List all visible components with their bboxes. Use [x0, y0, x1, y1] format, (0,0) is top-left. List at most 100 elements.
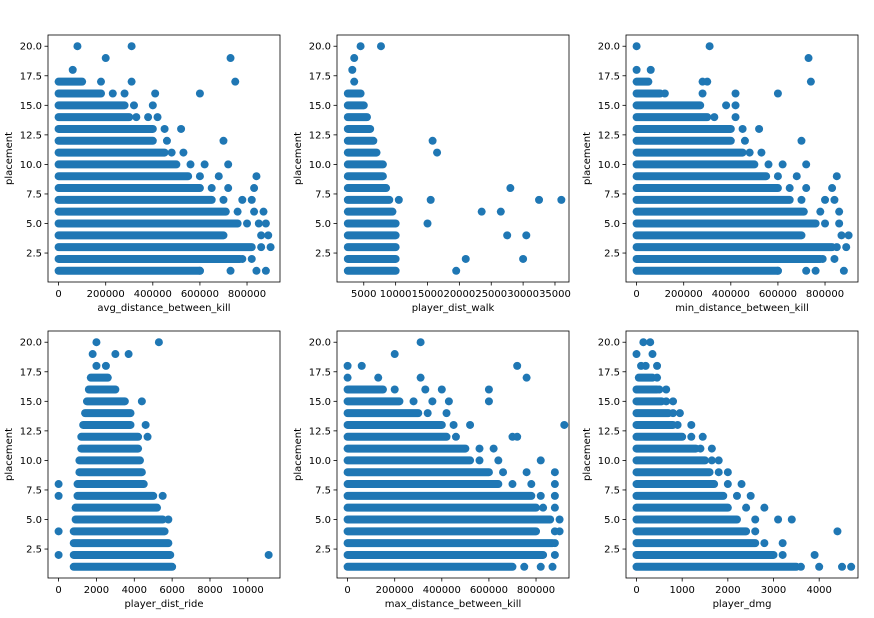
data-point: [648, 350, 657, 359]
data-point: [127, 42, 136, 51]
data-point: [513, 361, 522, 370]
data-point: [452, 266, 461, 275]
data-point: [226, 54, 235, 63]
data-point: [127, 77, 136, 86]
x-axis-label: max_distance_between_kill: [385, 599, 522, 610]
point-band: [632, 219, 820, 228]
data-point: [254, 219, 263, 228]
point-band: [81, 409, 135, 418]
data-point: [662, 385, 671, 394]
data-points: [632, 42, 853, 275]
point-band: [632, 444, 700, 453]
data-point: [536, 456, 545, 465]
data-point: [778, 160, 787, 169]
data-point: [259, 207, 268, 216]
point-band: [632, 113, 712, 122]
data-point: [261, 219, 270, 228]
data-point: [723, 480, 732, 489]
data-point: [350, 77, 359, 86]
data-point: [687, 420, 696, 429]
data-point: [751, 515, 760, 524]
data-point: [141, 420, 150, 429]
scatter-subplot-4: 0 2000 4000 6000 8000 10000 2.5 5.0 7.5 10.0 12.5 1…: [4, 330, 281, 610]
data-point: [426, 195, 435, 204]
data-point: [421, 385, 430, 394]
data-point: [264, 231, 273, 240]
x-tick-label: 800000: [517, 585, 555, 596]
point-band: [69, 539, 173, 548]
data-point: [68, 65, 77, 74]
data-point: [167, 148, 176, 157]
point-band: [343, 172, 387, 181]
x-tick-label: 35000: [539, 289, 571, 300]
x-tick-label: 800000: [228, 289, 266, 300]
y-tick-label: 10.0: [598, 160, 620, 171]
point-band: [75, 456, 144, 465]
data-point: [357, 361, 366, 370]
data-point: [252, 266, 261, 275]
x-tick-label: 3000: [761, 585, 786, 596]
data-point: [755, 124, 764, 133]
point-band: [632, 409, 673, 418]
point-band: [77, 432, 143, 441]
y-tick-label: 20.0: [20, 42, 42, 53]
data-point: [508, 480, 517, 489]
data-point: [653, 373, 662, 382]
point-band: [632, 231, 806, 240]
point-band: [343, 113, 371, 122]
data-point: [802, 266, 811, 275]
data-point: [54, 527, 63, 536]
data-point: [416, 338, 425, 347]
data-point: [179, 148, 188, 157]
y-tick-label: 7.5: [604, 189, 620, 200]
data-point: [787, 515, 796, 524]
data-point: [745, 148, 754, 157]
point-band: [632, 456, 709, 465]
data-point: [773, 172, 782, 181]
data-point: [555, 527, 564, 536]
data-point: [506, 184, 515, 193]
x-axis-label: min_distance_between_kill: [675, 303, 809, 314]
point-band: [343, 527, 541, 536]
data-point: [164, 515, 173, 524]
point-band: [343, 456, 475, 465]
data-point: [773, 89, 782, 98]
point-band: [632, 266, 782, 275]
data-point: [348, 65, 357, 74]
x-tick-label: 15000: [412, 289, 444, 300]
point-band: [54, 172, 193, 181]
data-point: [731, 101, 740, 110]
data-point: [54, 550, 63, 559]
data-point: [92, 361, 101, 370]
scatter-subplot-3: 0 200000 400000 600000 800000 2.5 5.0 7.5 10.0 12…: [582, 34, 859, 314]
data-point: [632, 65, 641, 74]
data-point: [737, 480, 746, 489]
data-point: [536, 562, 545, 571]
data-point: [266, 243, 275, 252]
scatter-subplot-1: 0 200000 400000 600000 800000 2.5 5.0 7.5 10.0 12…: [4, 34, 281, 314]
data-point: [839, 266, 848, 275]
point-band: [632, 397, 666, 406]
point-band: [632, 515, 741, 524]
data-point: [350, 54, 359, 63]
point-band: [54, 207, 230, 216]
data-point: [428, 136, 437, 145]
point-band: [69, 550, 175, 559]
data-point: [550, 550, 559, 559]
point-band: [86, 373, 112, 382]
point-band: [343, 562, 517, 571]
data-point: [257, 231, 266, 240]
data-points: [632, 338, 856, 571]
point-band: [343, 539, 557, 548]
data-point: [707, 456, 716, 465]
data-point: [746, 491, 755, 500]
axes-frame: [625, 330, 859, 579]
point-band: [343, 231, 400, 240]
data-point: [698, 89, 707, 98]
data-point: [811, 266, 820, 275]
y-axis-label: placement: [4, 428, 15, 481]
data-point: [520, 562, 529, 571]
y-tick-label: 20.0: [309, 338, 331, 349]
x-tick-label: 6000: [159, 585, 184, 596]
